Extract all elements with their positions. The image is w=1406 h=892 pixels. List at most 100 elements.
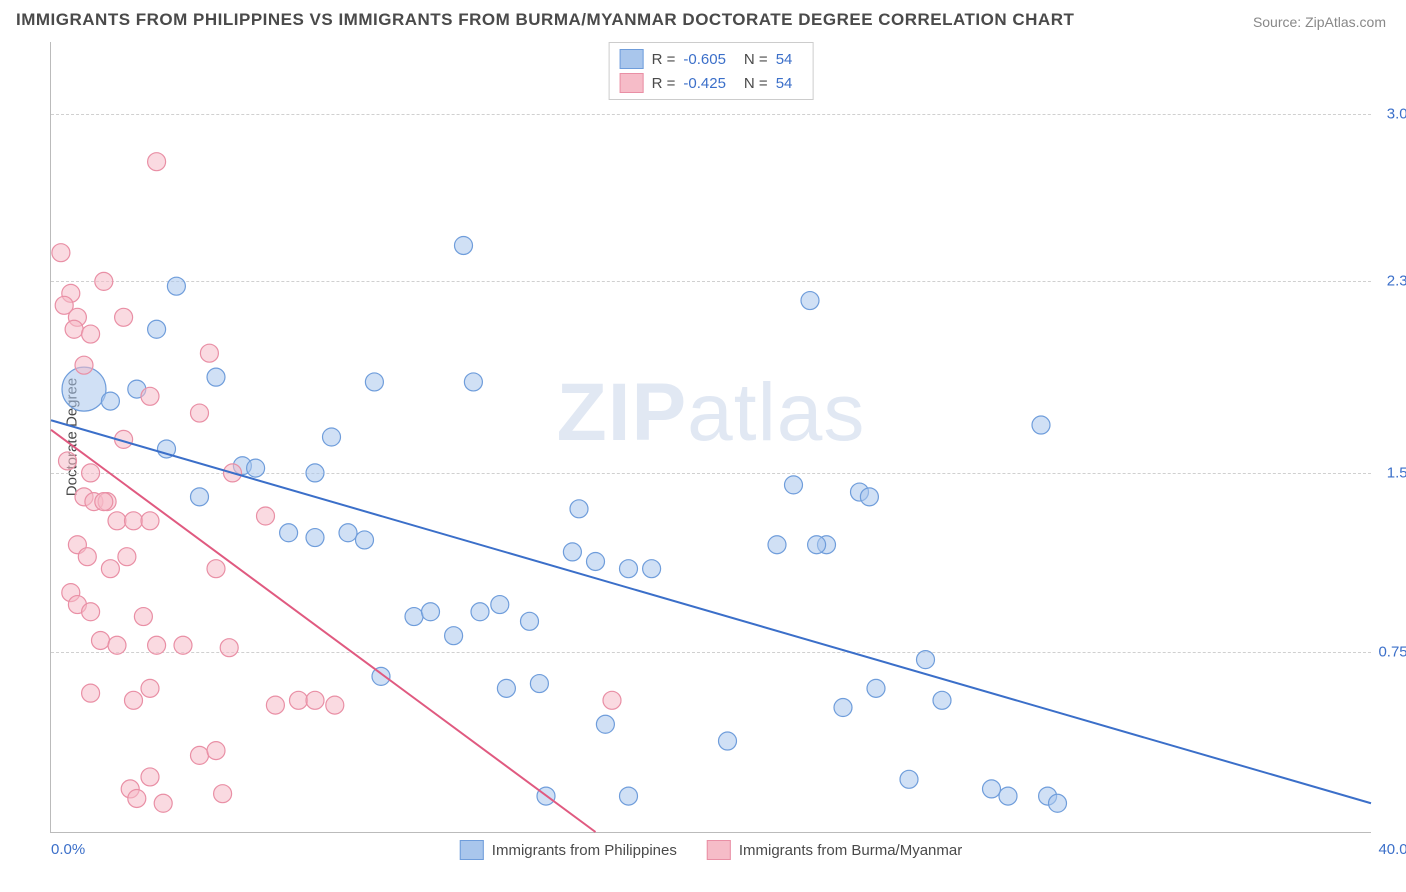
- scatter-point: [141, 387, 159, 405]
- scatter-point: [306, 691, 324, 709]
- legend-label-1: Immigrants from Burma/Myanmar: [739, 842, 962, 859]
- legend-item-0: Immigrants from Philippines: [460, 840, 677, 860]
- scatter-point: [530, 675, 548, 693]
- swatch-series-1: [620, 73, 644, 93]
- scatter-point: [1049, 794, 1067, 812]
- scatter-point: [191, 488, 209, 506]
- scatter-point: [570, 500, 588, 518]
- source-label: Source: ZipAtlas.com: [1253, 14, 1386, 30]
- swatch-series-0: [620, 49, 644, 69]
- scatter-point: [118, 548, 136, 566]
- scatter-point: [356, 531, 374, 549]
- scatter-point: [801, 292, 819, 310]
- n-label: N =: [744, 51, 768, 68]
- scatter-point: [148, 636, 166, 654]
- scatter-point: [365, 373, 383, 391]
- scatter-point: [167, 277, 185, 295]
- scatter-point: [148, 320, 166, 338]
- scatter-point: [257, 507, 275, 525]
- scatter-point: [785, 476, 803, 494]
- scatter-point: [82, 603, 100, 621]
- scatter-point: [521, 612, 539, 630]
- plot-area: Doctorate Degree 0.75%1.5%2.3%3.0% ZIPat…: [50, 42, 1371, 833]
- scatter-point: [464, 373, 482, 391]
- legend-swatch-1: [707, 840, 731, 860]
- scatter-point: [455, 236, 473, 254]
- legend-item-1: Immigrants from Burma/Myanmar: [707, 840, 962, 860]
- scatter-point: [405, 608, 423, 626]
- scatter-point: [207, 368, 225, 386]
- scatter-point: [52, 244, 70, 262]
- scatter-point: [75, 356, 93, 374]
- scatter-point: [620, 560, 638, 578]
- n-value-1: 54: [776, 75, 793, 92]
- scatter-point: [306, 464, 324, 482]
- regression-line: [51, 420, 1371, 803]
- scatter-point: [101, 392, 119, 410]
- scatter-point: [860, 488, 878, 506]
- scatter-point: [115, 308, 133, 326]
- scatter-point: [643, 560, 661, 578]
- scatter-point: [620, 787, 638, 805]
- scatter-point: [422, 603, 440, 621]
- scatter-point: [587, 552, 605, 570]
- r-label: R =: [652, 75, 676, 92]
- y-tick-label: 0.75%: [1376, 644, 1406, 661]
- scatter-point: [141, 679, 159, 697]
- scatter-point: [867, 679, 885, 697]
- scatter-point: [141, 768, 159, 786]
- scatter-point: [290, 691, 308, 709]
- scatter-point: [445, 627, 463, 645]
- legend-label-0: Immigrants from Philippines: [492, 842, 677, 859]
- scatter-point: [65, 320, 83, 338]
- x-tick-min: 0.0%: [51, 841, 85, 858]
- scatter-point: [768, 536, 786, 554]
- scatter-point: [154, 794, 172, 812]
- scatter-point: [92, 631, 110, 649]
- scatter-point: [563, 543, 581, 561]
- stats-legend-box: R = -0.605 N = 54 R = -0.425 N = 54: [609, 42, 814, 100]
- scatter-point: [95, 493, 113, 511]
- scatter-point: [141, 512, 159, 530]
- scatter-point: [1032, 416, 1050, 434]
- scatter-point: [808, 536, 826, 554]
- scatter-point: [266, 696, 284, 714]
- n-label: N =: [744, 75, 768, 92]
- y-tick-label: 1.5%: [1376, 464, 1406, 481]
- scatter-point: [174, 636, 192, 654]
- scatter-point: [125, 691, 143, 709]
- scatter-point: [339, 524, 357, 542]
- scatter-point: [128, 789, 146, 807]
- scatter-point: [134, 608, 152, 626]
- scatter-point: [983, 780, 1001, 798]
- y-tick-label: 3.0%: [1376, 105, 1406, 122]
- legend-swatch-0: [460, 840, 484, 860]
- scatter-svg: [51, 42, 1371, 832]
- scatter-point: [719, 732, 737, 750]
- scatter-point: [207, 742, 225, 760]
- scatter-point: [220, 639, 238, 657]
- y-tick-label: 2.3%: [1376, 273, 1406, 290]
- scatter-point: [471, 603, 489, 621]
- scatter-point: [306, 529, 324, 547]
- scatter-point: [323, 428, 341, 446]
- scatter-point: [148, 153, 166, 171]
- scatter-point: [834, 699, 852, 717]
- bottom-legend: Immigrants from Philippines Immigrants f…: [460, 840, 962, 860]
- x-tick-max: 40.0%: [1378, 841, 1406, 858]
- chart-title: IMMIGRANTS FROM PHILIPPINES VS IMMIGRANT…: [16, 10, 1074, 30]
- scatter-point: [280, 524, 298, 542]
- scatter-point: [108, 512, 126, 530]
- scatter-point: [999, 787, 1017, 805]
- r-label: R =: [652, 51, 676, 68]
- r-value-1: -0.425: [683, 75, 726, 92]
- scatter-point: [214, 785, 232, 803]
- scatter-point: [200, 344, 218, 362]
- scatter-point: [82, 684, 100, 702]
- scatter-point: [900, 770, 918, 788]
- scatter-point: [491, 596, 509, 614]
- scatter-point: [78, 548, 96, 566]
- scatter-point: [207, 560, 225, 578]
- scatter-point: [596, 715, 614, 733]
- scatter-point: [191, 404, 209, 422]
